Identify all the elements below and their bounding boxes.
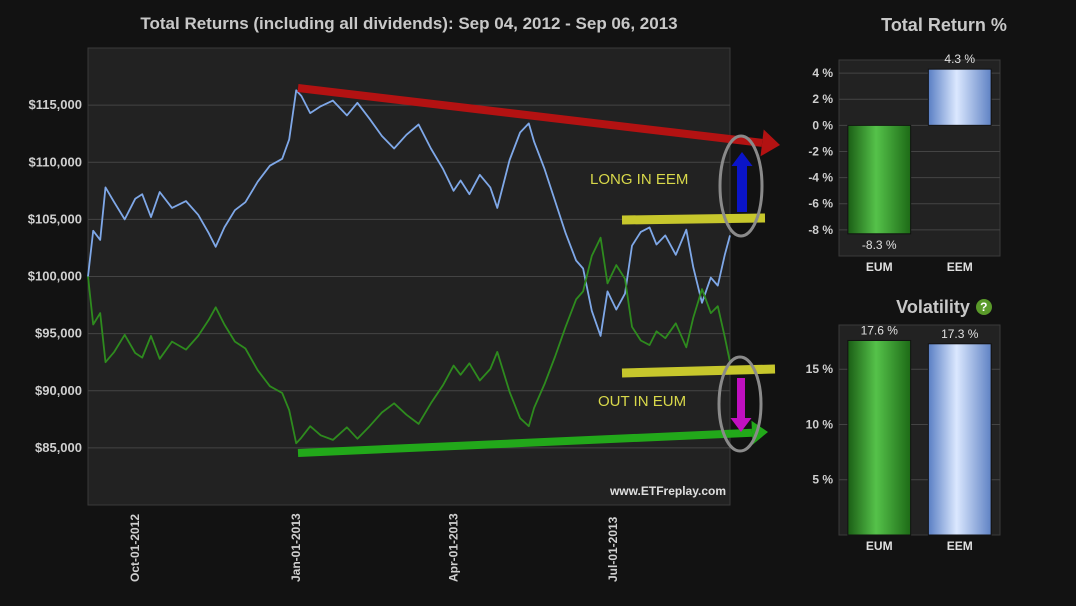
y-tick-label: $95,000 [35,326,82,341]
series-line-eem [87,89,731,337]
yellow-band-lower [621,364,776,378]
volatility-category-label: EUM [866,539,893,553]
y-tick-label: $100,000 [28,269,82,284]
total-return-y-tick-label: -8 % [808,223,833,237]
annotation-overlay: LONG IN EEM OUT IN EUM [297,84,780,457]
total-return-bar-eem [927,68,992,126]
y-tick-label: $115,000 [28,97,82,112]
total-return-title: Total Return % [881,15,1007,35]
annotation-long: LONG IN EEM [590,171,688,188]
y-tick-label: $85,000 [35,440,82,455]
volatility-bar-eum [847,339,912,536]
total-return-bar-eum [847,124,912,235]
volatility-data-label: 17.6 % [861,323,899,337]
volatility-data-label: 17.3 % [941,327,979,341]
volatility-bar-eem [927,343,992,536]
total-return-y-tick-label: 4 % [812,66,833,80]
annotation-out: OUT IN EUM [598,393,686,410]
total-return-data-label: 4.3 % [944,52,975,66]
blue-up-arrow-head [731,152,753,166]
highlight-ellipse-upper [718,134,764,238]
watermark-text: www.ETFreplay.com [609,484,726,498]
yellow-band-upper [621,213,766,225]
total-return-category-label: EEM [947,260,973,274]
red-trend-arrow-shaft [297,84,763,147]
x-tick-label: Apr-01-2013 [447,513,461,582]
total-return-y-tick-label: 0 % [812,118,833,132]
volatility-y-tick-label: 5 % [812,473,833,487]
volatility-y-tick-label: 15 % [806,362,834,376]
x-tick-label: Jan-01-2013 [289,513,303,582]
volatility-title-text: Volatility [896,297,970,317]
y-tick-label: $105,000 [28,211,82,226]
help-icon[interactable]: ? [975,299,992,315]
y-tick-label: $90,000 [35,383,82,398]
highlight-ellipse-lower [717,355,763,453]
total-return-category-label: EUM [866,260,893,274]
total-return-data-label: -8.3 % [862,238,897,252]
red-trend-arrow-head [760,129,780,157]
total-return-y-tick-label: -4 % [808,171,833,185]
y-tick-label: $110,000 [28,154,82,169]
total-return-y-tick-label: -6 % [808,197,833,211]
volatility-bar-chart: 15 % 10 % 5 % 17.6 % EUM 17.3 % EEM [806,323,1001,553]
magenta-down-arrow-head [730,418,752,432]
x-tick-label: Oct-01-2012 [128,514,142,582]
volatility-y-tick-label: 10 % [806,417,834,431]
total-return-y-tick-label: -2 % [808,144,833,158]
volatility-title: Volatility? [820,297,1068,318]
volatility-category-label: EEM [947,539,973,553]
total-return-bar-chart: 4 % 2 % 0 % -2 % -4 % -6 % -8 % -8.3 % EUM 4.3 % E… [808,52,1001,274]
main-chart-title: Total Returns (including all dividends):… [140,14,678,33]
series-line-eum [87,236,731,445]
total-return-y-tick-label: 2 % [812,92,833,106]
green-trend-arrow-shaft [297,428,753,457]
x-tick-label: Jul-01-2013 [606,516,620,582]
